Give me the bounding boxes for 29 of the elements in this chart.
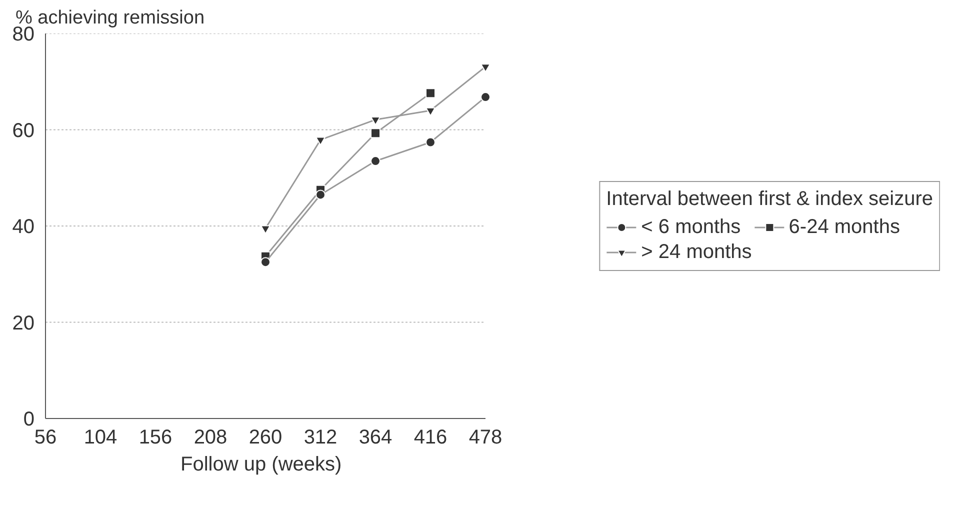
x-tick-label: 312 [304,426,338,448]
legend-label: < 6 months [641,216,741,238]
point [316,190,326,200]
point [426,137,436,148]
point [480,64,490,72]
x-tick-label: 208 [194,426,228,448]
point [426,107,436,116]
x-tick-label: 156 [138,426,172,448]
point [370,156,380,166]
y-tick-label: 40 [12,216,35,238]
x-tick-label: 104 [84,426,118,448]
y-tick-label: 80 [12,24,35,46]
legend-title: Interval between first & index seizure [606,188,933,210]
point [370,128,380,138]
legend-label: > 24 months [641,240,752,264]
x-axis-title: Follow up (weeks) [180,454,342,476]
x-tick-label: 364 [358,426,392,448]
y-tick-label: 60 [12,120,35,142]
point [260,257,270,268]
x-tick-label: 260 [248,426,282,448]
y-tick-label: 0 [23,408,34,430]
x-tick-label: 416 [414,426,448,448]
x-tick-label: 478 [468,426,502,448]
point [480,92,490,102]
point [370,116,380,126]
y-tick-label: 20 [12,312,35,334]
x-tick-label: 56 [34,426,57,448]
legend-label: 6-24 months [788,216,900,238]
point [426,88,436,98]
